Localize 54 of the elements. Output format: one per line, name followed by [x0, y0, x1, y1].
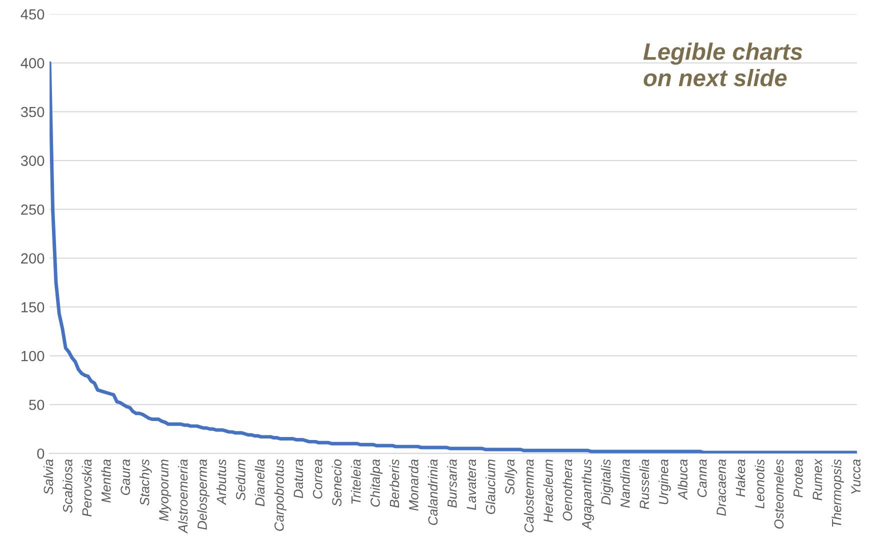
x-tick-label: Gaura	[120, 459, 130, 495]
x-tick-label: Carpobrotus	[274, 459, 286, 531]
x-tick-label: Thermopsis	[832, 459, 844, 527]
y-tick-label: 0	[37, 448, 44, 459]
x-tick-label: Dracaena	[716, 459, 726, 516]
x-tick-label: Digitalis	[600, 459, 614, 505]
x-tick-label: Alstroemeria	[178, 459, 188, 534]
x-tick-label: Correa	[312, 459, 322, 499]
y-tick-label: 300	[20, 156, 44, 166]
x-tick-label: Salvia	[43, 459, 54, 495]
x-tick-label: Glaucium	[486, 460, 496, 514]
x-tick-label: Oenothera	[562, 459, 572, 521]
x-tick-label: Canna	[697, 459, 707, 498]
x-tick-label: Rumex	[812, 458, 822, 500]
x-tick-label: Osteomeles	[774, 459, 784, 529]
x-tick-label: Triteleia	[351, 459, 361, 504]
x-tick-label: Calandrinia	[428, 459, 438, 525]
x-tick-label: Chitalpa	[370, 459, 383, 507]
x-tick-label: Dianella	[254, 459, 265, 506]
x-tick-label: Agapanthus	[582, 459, 594, 530]
x-tick-label: Myoporum	[159, 460, 172, 521]
y-tick-label: 350	[20, 106, 44, 118]
x-tick-label: Berberis	[389, 459, 400, 508]
x-tick-label: Datura	[294, 459, 304, 498]
y-tick-label: 450	[20, 9, 44, 20]
x-tick-label: Lavatera	[466, 459, 476, 510]
x-tick-label: Senecio	[332, 459, 342, 506]
x-tick-label: Urginea	[658, 459, 671, 504]
x-tick-label: Albuca	[678, 459, 688, 500]
x-tick-label: Mentha	[101, 459, 111, 503]
y-tick-label: 50	[29, 400, 44, 410]
annotation: Legible charts on next slide	[643, 42, 802, 86]
x-tick-label: Sedum	[236, 460, 246, 500]
x-tick-label: Stachys	[140, 459, 152, 506]
x-tick-label: Russelia	[639, 459, 650, 510]
x-tick-label: Heracleum	[543, 460, 553, 522]
x-tick-label: Perovskia	[82, 459, 92, 516]
x-tick-label: Leonotis	[754, 459, 764, 508]
y-tick-label: 250	[21, 204, 44, 215]
y-tick-label: 200	[21, 253, 44, 264]
y-tick-label: 100	[22, 350, 44, 362]
y-tick-label: 150	[22, 302, 44, 312]
x-tick-label: Sollya	[504, 459, 518, 495]
x-tick-label: Protea	[794, 459, 803, 498]
x-tick-label: Yucca	[851, 459, 860, 494]
x-tick-label: Scabiosa	[62, 459, 72, 513]
x-tick-label: Delosperma	[197, 459, 210, 530]
x-tick-label: Hakea	[735, 459, 746, 497]
y-tick-label: 400	[20, 58, 44, 68]
x-tick-label: Arbutus	[216, 459, 226, 506]
x-tick-label: Monarda	[408, 459, 418, 511]
x-tick-label: Nandina	[620, 459, 630, 508]
x-tick-label: Bursaria	[447, 459, 457, 508]
x-tick-label: Calostemma	[524, 459, 534, 532]
